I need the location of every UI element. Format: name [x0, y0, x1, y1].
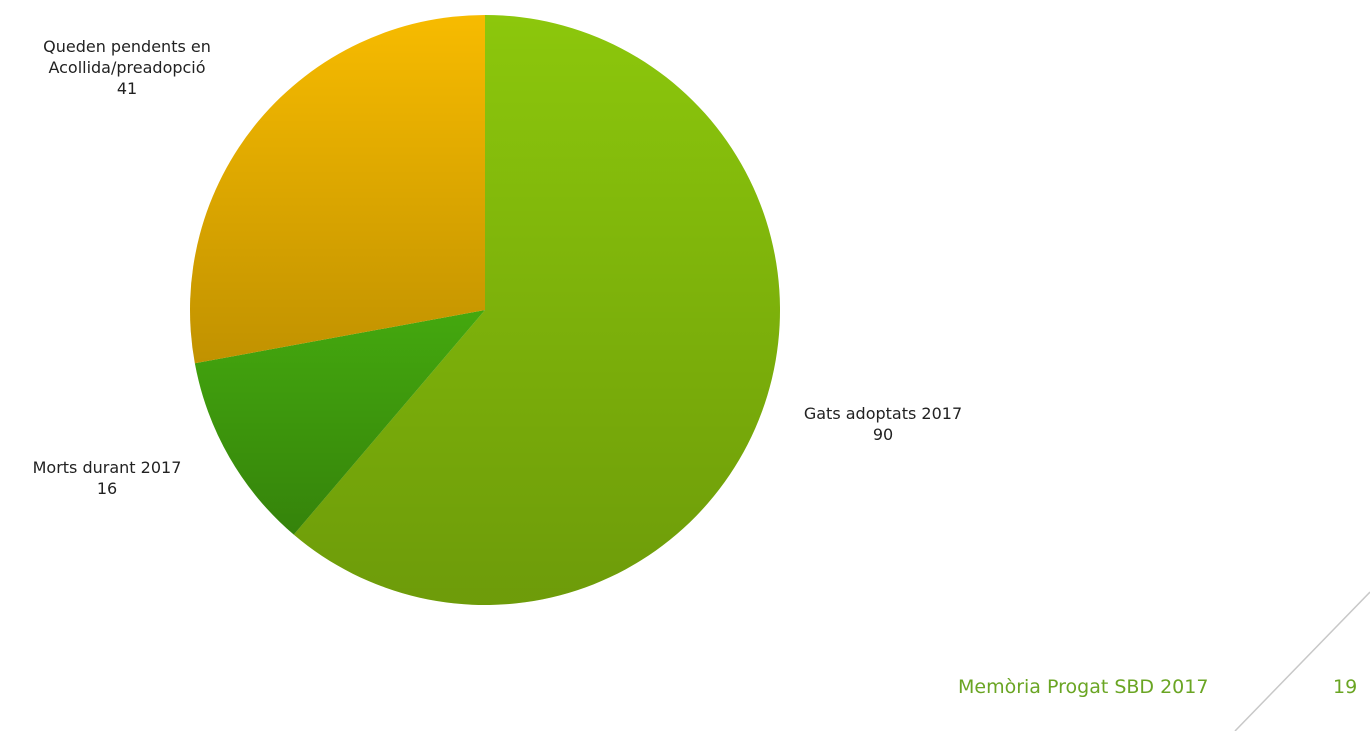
label-value: 41 [116, 79, 138, 98]
footer-title: Memòria Progat SBD 2017 [958, 676, 1209, 698]
slice-shade [194, 310, 485, 535]
label-value: 90 [872, 425, 894, 444]
slice-label: Queden pendents en Acollida/preadopció 41 [27, 36, 227, 99]
label-value: 16 [96, 479, 118, 498]
slice-shade [189, 15, 485, 364]
slice-label: Morts durant 2017 16 [7, 457, 207, 499]
label-name: Gats adoptats 2017 [803, 404, 963, 423]
decor-line [1234, 591, 1370, 731]
page-number: 19 [1333, 676, 1358, 698]
label-name: Morts durant 2017 [32, 458, 182, 477]
slice-label: Gats adoptats 2017 90 [783, 403, 983, 445]
slice-shade [293, 15, 780, 605]
label-name: Queden pendents en Acollida/preadopció [43, 37, 211, 77]
